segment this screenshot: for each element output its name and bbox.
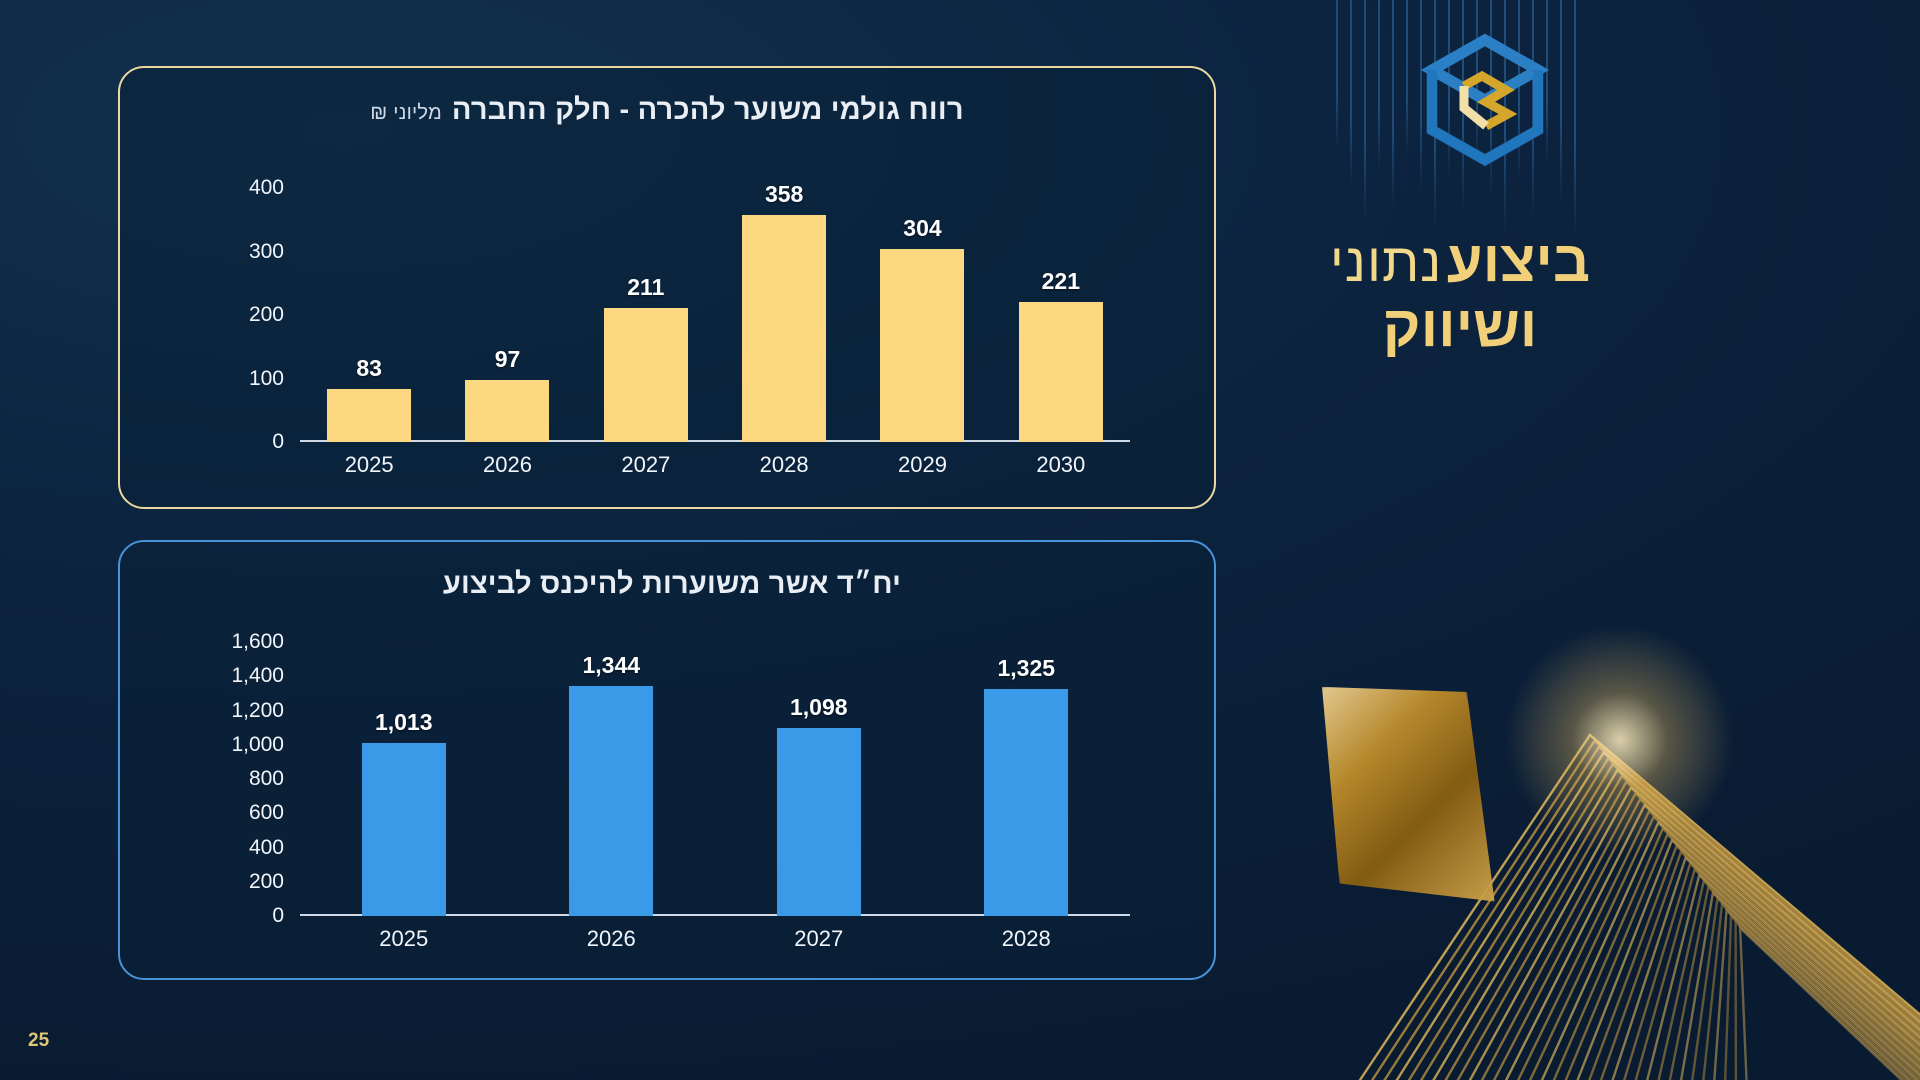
panel-gross-profit-title: רווח גולמי משוער להכרה - חלק החברה מליוני… [160, 94, 1174, 127]
bar-slot: 83 [300, 188, 438, 442]
y-axis-tick-label: 800 [248, 767, 284, 790]
pinstripe-line [1574, 0, 1576, 239]
bar-slot: 221 [992, 188, 1130, 442]
bar-slot: 304 [853, 188, 991, 442]
slide-heading-line2: ושיווק [1382, 293, 1538, 359]
panel-units: יח״ד אשר משוערות להיכנס לביצוע 1,600 1,40… [118, 540, 1216, 980]
bar-slot: 97 [438, 188, 576, 442]
y-axis-tick-label: 1,600 [231, 630, 284, 653]
y-axis-tick-label: 600 [248, 801, 284, 825]
chart-gross-profit-baseline [300, 440, 1130, 442]
y-axis-tick-label: 300 [248, 239, 284, 263]
chart-units-x-labels: 2025 2026 2027 2028 [300, 922, 1130, 956]
y-axis-tick-label: 200 [248, 303, 284, 326]
chart-units-y-axis: 1,600 1,400 1,200 1,000 800 600 400 200 0 [150, 630, 296, 927]
x-axis-category-label: 2029 [898, 452, 947, 477]
chart-bar[interactable]: 1,098 [776, 694, 861, 916]
y-axis-tick-label: 0 [272, 904, 284, 927]
y-axis-tick-label: 1,200 [231, 698, 284, 722]
bar-value-label: 1,098 [789, 693, 848, 720]
pinstripe-line [1350, 0, 1352, 187]
panel-units-title: יח״ד אשר משוערות להיכנס לביצוע [160, 568, 1174, 601]
pinstripe-line [1560, 0, 1562, 202]
page-number: 25 [28, 1030, 50, 1051]
panel-gross-profit-title-text: רווח גולמי משוער להכרה - חלק החברה [451, 94, 964, 126]
chart-bar[interactable]: 83 [327, 355, 412, 442]
slide-heading-line1-bold: ביצוע [1446, 229, 1591, 294]
slide-heading-line1-thin: נתוני [1329, 233, 1443, 293]
pinstripe-line [1420, 0, 1422, 192]
slide-heading-line1: ביצוע נתוני [1250, 229, 1670, 295]
panel-gross-profit-subtitle: מליוני ₪ [370, 102, 442, 124]
pinstripe-line [1518, 0, 1520, 181]
company-logo [1420, 30, 1550, 170]
bar-value-label: 1,344 [582, 651, 641, 678]
chart-units-plot: 1,013 1,344 1,098 1,325 [300, 642, 1130, 916]
bar-slot: 1,098 [715, 642, 923, 916]
y-axis-tick-label: 400 [248, 835, 284, 859]
chart-gross-profit-y-axis: 400 300 200 100 0 [150, 176, 296, 453]
chart-bar[interactable]: 1,325 [984, 655, 1069, 916]
y-axis-tick-label: 1,400 [231, 664, 284, 688]
bar-slot: 1,013 [300, 642, 508, 916]
x-axis-category-label: 2027 [794, 926, 844, 951]
chart-units-bars: 1,013 1,344 1,098 1,325 [300, 642, 1130, 916]
x-axis-category-label: 2026 [586, 926, 636, 951]
bar-slot: 211 [577, 188, 715, 442]
chart-units: 1,600 1,400 1,200 1,000 800 600 400 200 0 1,013 1… [150, 630, 1190, 962]
bar-slot: 1,344 [508, 642, 716, 916]
chart-units-baseline [300, 914, 1130, 916]
x-axis-category-label: 2030 [1036, 452, 1086, 477]
pinstripe-line [1336, 0, 1338, 150]
bar-value-label: 221 [1041, 267, 1080, 294]
x-axis-category-label: 2025 [379, 926, 429, 951]
x-axis-category-label: 2028 [1001, 926, 1051, 951]
bar-value-label: 358 [764, 180, 804, 207]
chart-bar[interactable]: 221 [1018, 268, 1103, 442]
bar-value-label: 1,013 [374, 708, 433, 735]
bar-value-label: 1,325 [997, 655, 1056, 682]
y-axis-tick-label: 1,000 [231, 732, 284, 756]
y-axis-tick-label: 0 [272, 430, 284, 453]
y-axis-tick-label: 200 [248, 869, 284, 893]
x-axis-category-label: 2028 [759, 452, 809, 477]
bar-value-label: 304 [903, 214, 942, 241]
pinstripe-line [1546, 0, 1548, 165]
chart-bar[interactable]: 304 [880, 215, 965, 442]
chart-bar[interactable]: 358 [742, 181, 827, 442]
y-axis-tick-label: 400 [248, 176, 284, 199]
pinstripe-line [1364, 0, 1366, 224]
chart-gross-profit-plot: 83 97 211 358 304 221 [300, 181, 1130, 442]
chart-gross-profit-x-labels: 2025 2026 2027 2028 2029 2030 [300, 448, 1130, 482]
chart-bar[interactable]: 97 [465, 346, 550, 442]
x-axis-category-label: 2025 [344, 452, 394, 477]
pinstripe-line [1392, 0, 1394, 208]
chart-bar[interactable]: 1,344 [569, 652, 654, 916]
panel-units-title-text: יח״ד אשר משוערות להיכנס לביצוע [442, 568, 902, 600]
y-axis-tick-label: 100 [248, 366, 284, 390]
slide-heading: ביצוע נתוני ושיווק [1250, 229, 1670, 360]
pinstripe-line [1406, 0, 1408, 155]
x-axis-category-label: 2027 [621, 452, 671, 477]
bar-value-label: 83 [356, 355, 382, 382]
bar-value-label: 97 [494, 346, 521, 373]
pinstripe-line [1378, 0, 1380, 171]
chart-bar[interactable]: 211 [603, 274, 688, 442]
bar-slot: 358 [715, 181, 853, 442]
chart-bar[interactable]: 1,013 [361, 709, 446, 916]
chart-gross-profit-bars: 83 97 211 358 304 221 [300, 181, 1130, 442]
x-axis-category-label: 2026 [483, 452, 532, 477]
pinstripe-line [1448, 0, 1450, 176]
panel-gross-profit: רווח גולמי משוער להכרה - חלק החברה מליוני… [118, 66, 1216, 509]
bar-value-label: 211 [627, 274, 665, 301]
chart-gross-profit: 400 300 200 100 0 83 97 211 358 304 221 2025 2026 2… [150, 176, 1190, 488]
bar-slot: 1,325 [923, 642, 1131, 916]
